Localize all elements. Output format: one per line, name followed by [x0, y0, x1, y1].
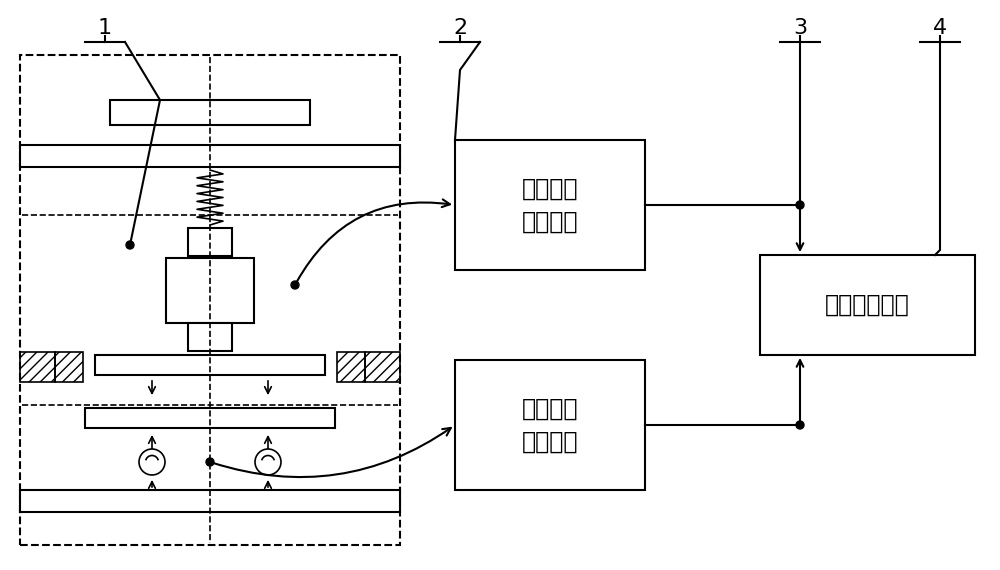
Bar — [455, 360, 645, 490]
Bar — [455, 140, 645, 270]
Bar — [85, 408, 335, 428]
Bar — [20, 352, 55, 382]
Text: 4: 4 — [933, 18, 947, 38]
Bar — [20, 55, 400, 545]
Text: 1: 1 — [98, 18, 112, 38]
Text: 2: 2 — [453, 18, 467, 38]
Bar — [95, 355, 325, 375]
Circle shape — [255, 449, 281, 475]
Circle shape — [126, 241, 134, 249]
Text: 应变数据
采集单元: 应变数据 采集单元 — [522, 396, 578, 454]
Bar — [166, 258, 254, 323]
Circle shape — [796, 421, 804, 429]
Bar — [337, 352, 365, 382]
Bar — [760, 255, 975, 355]
Text: 3: 3 — [793, 18, 807, 38]
Bar — [20, 490, 400, 512]
Circle shape — [796, 201, 804, 209]
Circle shape — [139, 449, 165, 475]
Bar — [188, 323, 232, 351]
Bar — [188, 228, 232, 256]
Bar — [365, 352, 400, 382]
Bar — [110, 100, 310, 125]
Circle shape — [291, 281, 299, 289]
Text: 数据处理单元: 数据处理单元 — [825, 293, 910, 317]
Circle shape — [206, 458, 214, 466]
Bar — [55, 352, 83, 382]
Text: 载荷数据
采集单元: 载荷数据 采集单元 — [522, 176, 578, 234]
Bar — [20, 145, 400, 167]
